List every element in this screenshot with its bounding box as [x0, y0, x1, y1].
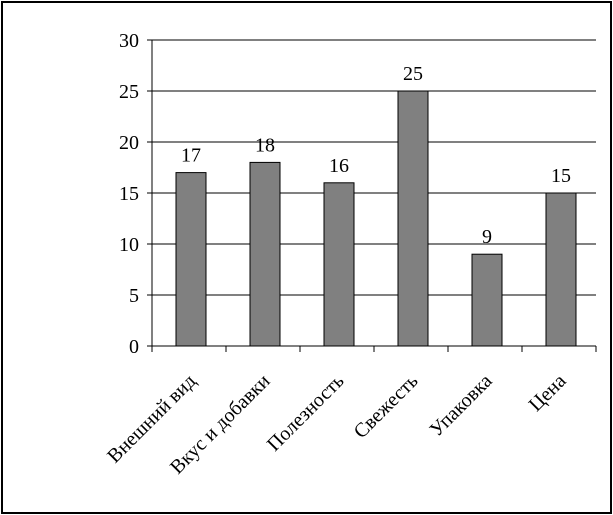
bar: [471, 253, 503, 347]
category-label: Полезность: [263, 370, 349, 456]
category-label: Упаковка: [426, 370, 497, 441]
y-tick-label: 10: [119, 234, 139, 256]
y-tick-label: 5: [129, 285, 139, 307]
bar: [397, 90, 429, 347]
category-label: Цена: [525, 370, 571, 416]
y-tick-label: 30: [119, 30, 139, 52]
data-label: 17: [181, 145, 201, 167]
data-label: 16: [329, 155, 349, 177]
y-tick-label: 20: [119, 132, 139, 154]
bar: [545, 192, 577, 347]
category-label: Свежесть: [350, 370, 423, 443]
bar: [323, 182, 355, 347]
bar: [249, 161, 281, 347]
gridlines: [152, 39, 596, 296]
y-tick-label: 15: [119, 183, 139, 205]
y-tick-label: 0: [129, 336, 139, 358]
data-label: 9: [482, 226, 492, 248]
bars: [175, 90, 577, 347]
data-label: 25: [403, 63, 423, 85]
bar: [175, 172, 207, 347]
axes: [147, 39, 597, 352]
data-label: 18: [255, 134, 275, 156]
data-label: 15: [551, 165, 571, 187]
y-tick-label: 25: [119, 81, 139, 103]
